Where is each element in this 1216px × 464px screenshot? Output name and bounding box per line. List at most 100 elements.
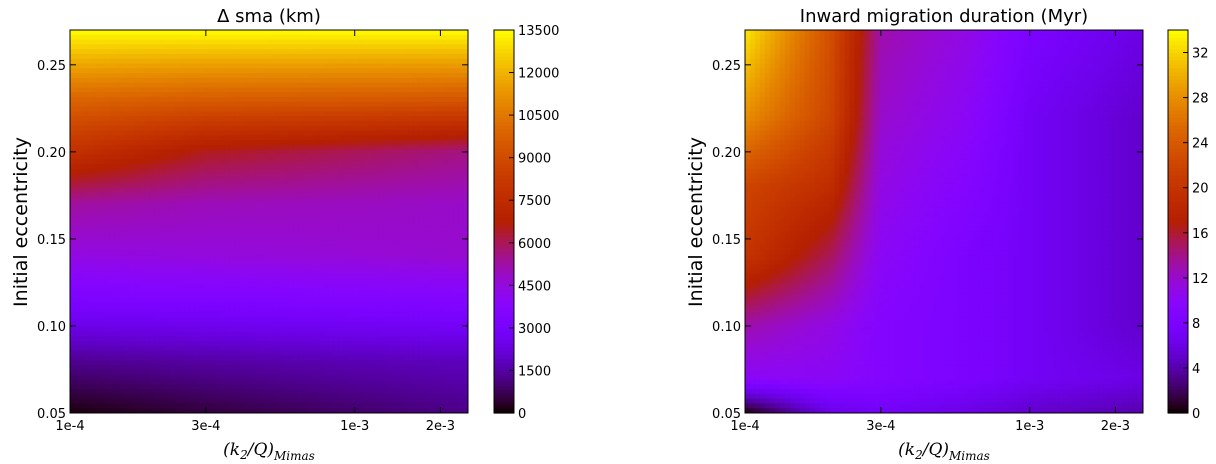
heatmap-cell [194,183,200,189]
heatmap-cell [403,53,409,60]
heatmap-cell [333,149,340,156]
heatmap-cell [119,68,126,74]
heatmap-cell [204,250,210,256]
heatmap-cell [308,73,315,79]
heatmap-cell [363,44,370,50]
heatmap-cell [99,34,106,41]
heatmap-cell [179,168,186,175]
heatmap-cell [109,202,116,208]
heatmap-cell [283,221,290,227]
heatmap-cell [154,231,161,237]
heatmap-cell [134,39,141,45]
heatmap-cell [443,192,449,199]
heatmap-cell [403,111,409,117]
heatmap-cell [264,259,270,266]
heatmap-cell [458,274,464,280]
heatmap-cell [259,183,265,189]
heatmap-cell [134,192,141,199]
heatmap-cell [288,68,295,74]
heatmap-cell [109,49,116,55]
heatmap-cell [159,211,166,218]
heatmap-cell [278,283,285,290]
heatmap-cell [179,192,186,199]
heatmap-cell [448,77,454,84]
heatmap-cell [264,77,270,84]
heatmap-cell [298,187,305,194]
heatmap-cell [184,197,190,203]
heatmap-cell [74,322,81,328]
heatmap-cell [328,30,335,36]
heatmap-cell [413,293,419,299]
heatmap-cell [134,154,141,160]
heatmap-cell [303,183,310,189]
heatmap-cell [109,101,116,108]
heatmap-cell [398,245,404,251]
heatmap-cell [159,140,166,146]
heatmap-cell [99,120,106,127]
heatmap-cell [99,39,106,45]
heatmap-cell [189,250,195,256]
heatmap-cell [368,58,375,65]
heatmap-cell [453,278,459,285]
heatmap-cell [144,116,151,122]
heatmap-cell [129,307,136,314]
heatmap-cell [269,58,275,65]
heatmap-cell [169,149,176,156]
heatmap-cell [398,288,404,294]
heatmap-cell [229,221,235,227]
heatmap-cell [318,159,325,165]
heatmap-cell [448,159,454,165]
heatmap-cell [303,149,310,156]
heatmap-cell [298,34,305,41]
heatmap-cell [398,192,404,199]
heatmap-cell [283,302,290,309]
heatmap-cell [423,135,429,141]
heatmap-cell [139,264,146,270]
heatmap-cell [273,264,280,270]
heatmap-cell [333,192,340,199]
heatmap-cell [413,283,419,290]
heatmap-cell [398,231,404,237]
heatmap-cell [189,116,195,122]
heatmap-cell [328,34,335,41]
heatmap-cell [368,183,375,189]
heatmap-cell [89,97,96,103]
heatmap-cell [104,216,111,223]
heatmap-cell [219,111,225,117]
heatmap-cell [428,120,434,127]
heatmap-cell [338,211,345,218]
heatmap-cell [298,283,305,290]
heatmap-cell [70,97,76,103]
heatmap-cell [164,221,171,227]
heatmap-cell [89,116,96,122]
heatmap-cell [393,63,399,69]
heatmap-cell [209,58,215,65]
heatmap-cell [219,202,225,208]
heatmap-cell [278,207,285,213]
heatmap-cell [448,82,454,89]
heatmap-cell [333,288,340,294]
heatmap-cell [308,207,315,213]
heatmap-cell [303,293,310,299]
heatmap-cell [388,87,394,93]
heatmap-cell [204,87,210,93]
heatmap-cell [94,226,101,232]
heatmap-cell [378,293,385,299]
heatmap-cell [239,149,245,156]
heatmap-cell [293,259,300,266]
heatmap-cell [463,202,468,208]
heatmap-cell [214,159,220,165]
heatmap-cell [378,298,385,304]
heatmap-cell [199,197,205,203]
heatmap-cell [403,269,409,275]
heatmap-cell [323,255,330,261]
heatmap-cell [259,255,265,261]
heatmap-cell [234,312,240,318]
heatmap-cell [318,183,325,189]
heatmap-cell [388,283,394,290]
heatmap-cell [453,49,459,55]
heatmap-cell [383,259,389,266]
heatmap-cell [109,173,116,180]
heatmap-cell [383,173,389,180]
heatmap-cell [194,221,200,227]
